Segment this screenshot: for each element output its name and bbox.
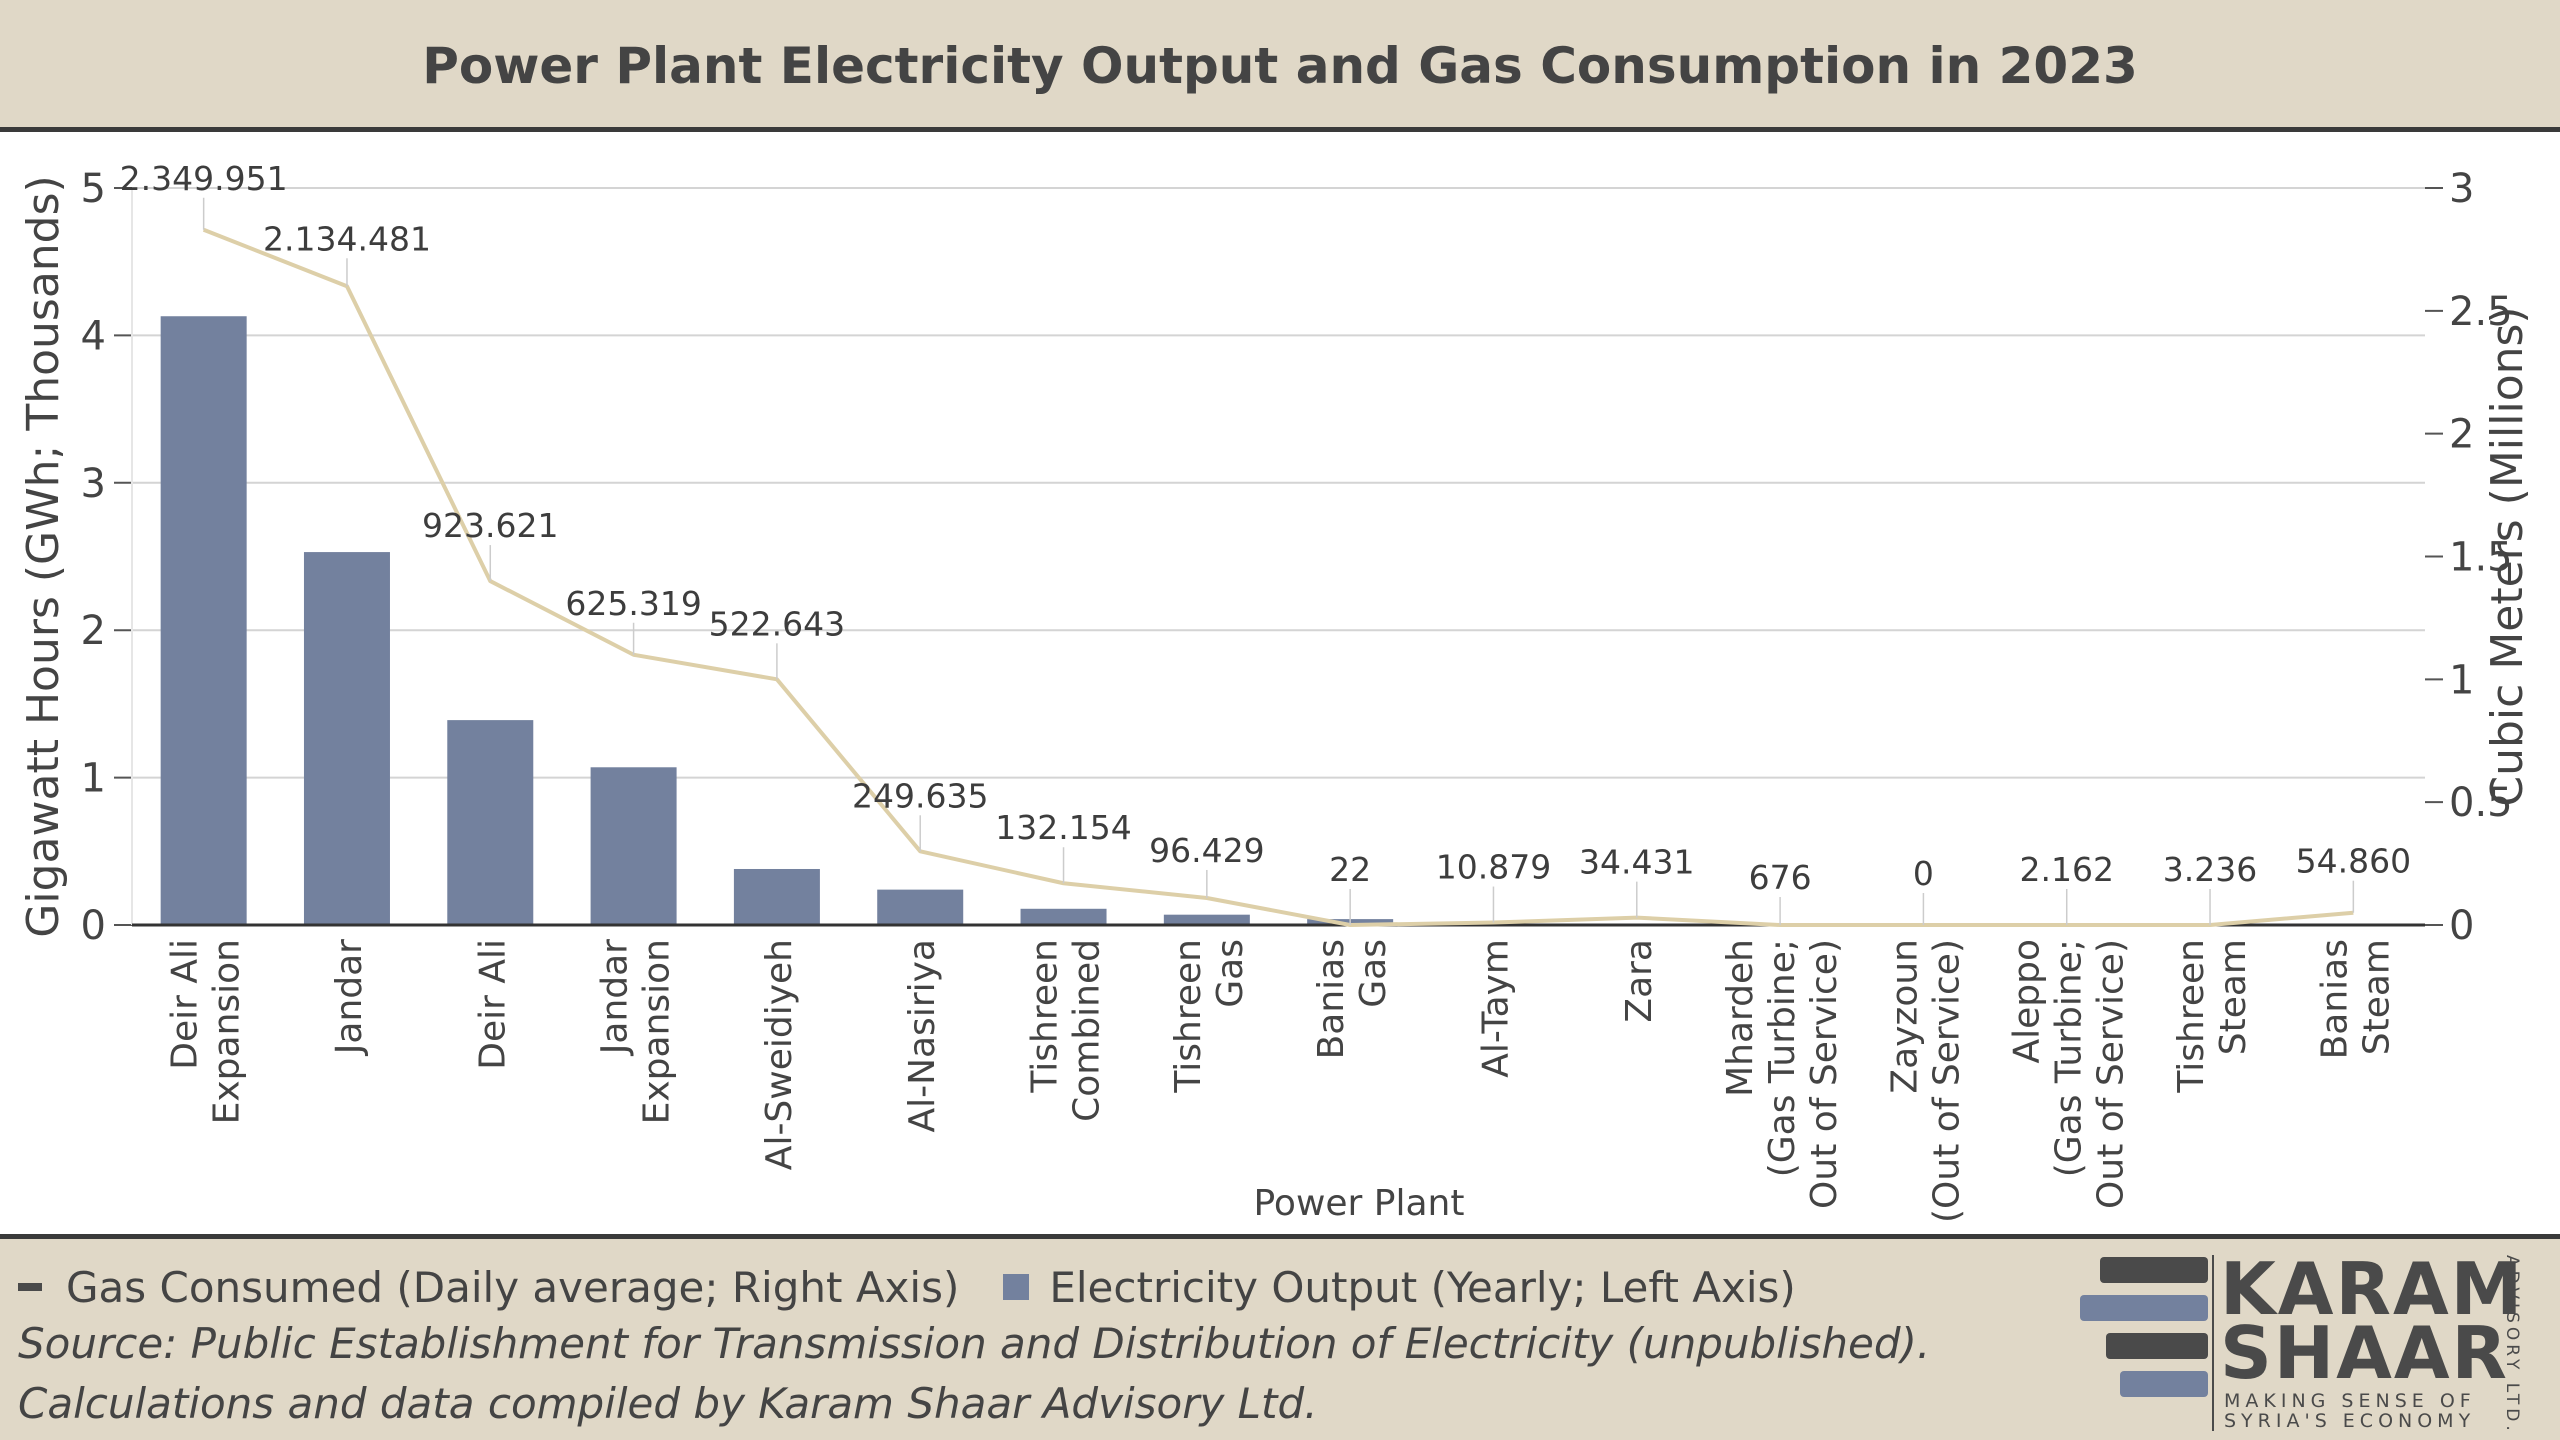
right-axis-tick-label: 1	[2449, 657, 2474, 703]
data-label: 2.349.951	[120, 159, 288, 198]
data-label: 2.162	[2019, 850, 2113, 889]
bar	[447, 720, 534, 925]
logo-divider	[2212, 1255, 2214, 1431]
bar	[733, 868, 820, 925]
bar	[1020, 908, 1107, 925]
bar	[590, 767, 677, 925]
data-label: 923.621	[422, 506, 558, 545]
legend-item-electricity: Electricity Output (Yearly; Left Axis)	[1003, 1262, 1796, 1312]
right-axis-tick-label: 2	[2449, 412, 2474, 458]
logo-word-shaar: SHAAR	[2220, 1311, 2509, 1395]
left-axis-tick-label: 0	[81, 903, 106, 949]
left-axis-tick-label: 5	[81, 166, 106, 212]
logo-side-text: ADVISORY LTD.	[2502, 1255, 2522, 1435]
bar	[303, 552, 390, 925]
category-label: Jandar	[595, 939, 636, 1056]
category-label: Tishreen	[1025, 939, 1066, 1094]
logo-bar-2	[2080, 1295, 2208, 1321]
bar	[1163, 914, 1250, 925]
category-label: Deir Ali	[472, 939, 513, 1070]
right-axis-tick-label: 2.5	[2449, 289, 2513, 335]
source-line-1: Source: Public Establishment for Transmi…	[18, 1319, 1931, 1368]
category-label: (Gas Turbine;	[2049, 939, 2090, 1177]
data-label: 522.643	[709, 604, 845, 643]
left-axis-tick-label: 1	[81, 756, 106, 802]
data-label: 96.429	[1149, 831, 1264, 870]
legend-swatch-gas	[18, 1283, 42, 1291]
data-label: 34.431	[1579, 843, 1694, 882]
chart-area: 0 1 2 3 4 5 0 0.5 1 1.5 2 2.5 3 2.349.951 2.134.481 923…	[18, 159, 2533, 1224]
bar	[877, 889, 964, 925]
category-label: Banias	[2314, 939, 2355, 1059]
logo-tagline-2: SYRIA'S ECONOMY	[2224, 1410, 2476, 1432]
data-label: 0	[1913, 854, 1934, 893]
data-label: 3.236	[2163, 850, 2257, 889]
right-axis-title: Cubic Meters (Millions)	[2482, 306, 2533, 806]
right-axis-tick-label: 1.5	[2449, 535, 2513, 581]
category-label: Expansion	[207, 939, 248, 1124]
gas-line	[202, 227, 2354, 927]
category-label: (Out of Service)	[1926, 939, 1967, 1223]
data-label: 22	[1329, 850, 1371, 889]
category-label: Al-Taym	[1475, 939, 1516, 1078]
category-label: Zayzoun	[1884, 939, 1925, 1094]
chart-title: Power Plant Electricity Output and Gas C…	[422, 37, 2138, 95]
data-label: 249.635	[852, 776, 988, 815]
x-axis-title: Power Plant	[1254, 1183, 1465, 1224]
header-band: Power Plant Electricity Output and Gas C…	[0, 0, 2560, 132]
category-label: Zara	[1619, 939, 1660, 1023]
data-label: 10.879	[1436, 848, 1551, 887]
legend-swatch-electricity	[1003, 1274, 1030, 1300]
right-axis-tick-label: 0	[2449, 903, 2474, 949]
category-label: Deir Ali	[165, 939, 206, 1070]
right-axis-tick-label: 3	[2449, 166, 2474, 212]
footer-band: Gas Consumed (Daily average; Right Axis)…	[0, 1234, 2560, 1440]
legend-label-gas: Gas Consumed (Daily average; Right Axis)	[66, 1262, 960, 1312]
category-label: Tishreen	[1168, 939, 1209, 1094]
category-label: Out of Service)	[1804, 939, 1845, 1209]
right-axis-tick-label: 0.5	[2449, 780, 2513, 826]
category-label: Tishreen	[2171, 939, 2212, 1094]
left-axis-title: Gigawatt Hours (GWh; Thousands)	[18, 175, 69, 937]
data-label: 676	[1749, 858, 1812, 897]
category-label: Jandar	[329, 939, 370, 1056]
left-axis-tick-label: 3	[81, 461, 106, 507]
category-label: Steam	[2356, 939, 2397, 1055]
category-label: Expansion	[637, 939, 678, 1124]
left-axis-tick-label: 2	[81, 608, 106, 654]
category-label: Steam	[2213, 939, 2254, 1055]
category-label: Gas	[1210, 939, 1251, 1008]
category-label: Al-Nasiriya	[902, 939, 943, 1133]
legend-label-electricity: Electricity Output (Yearly; Left Axis)	[1049, 1262, 1796, 1312]
category-label: Gas	[1353, 939, 1394, 1008]
company-logo: KARAM SHAAR MAKING SENSE OF SYRIA'S ECON…	[2076, 1247, 2536, 1435]
logo-bar-3	[2106, 1333, 2208, 1359]
data-label: 2.134.481	[263, 219, 431, 258]
logo-bar-1	[2100, 1257, 2208, 1283]
bar	[160, 316, 247, 925]
data-label: 625.319	[565, 584, 701, 623]
source-line-2: Calculations and data compiled by Karam …	[18, 1379, 1318, 1428]
logo-word-karam: KARAM	[2220, 1247, 2525, 1331]
legend: Gas Consumed (Daily average; Right Axis)…	[18, 1257, 1840, 1317]
logo-bar-4	[2120, 1371, 2208, 1397]
data-label: 54.860	[2296, 842, 2411, 881]
category-label: Aleppo	[2007, 939, 2048, 1064]
data-label: 132.154	[995, 808, 1131, 847]
logo-tagline-1: MAKING SENSE OF	[2224, 1390, 2476, 1412]
category-label: Al-Sweidiyeh	[759, 939, 800, 1170]
category-label: (Gas Turbine;	[1762, 939, 1803, 1177]
legend-item-gas: Gas Consumed (Daily average; Right Axis)	[18, 1263, 959, 1312]
category-label: Mhardeh	[1720, 939, 1761, 1097]
left-axis-tick-label: 4	[81, 313, 106, 359]
category-label: Combined	[1067, 939, 1108, 1122]
category-label: Banias	[1311, 939, 1352, 1059]
category-label: Out of Service)	[2091, 939, 2132, 1209]
